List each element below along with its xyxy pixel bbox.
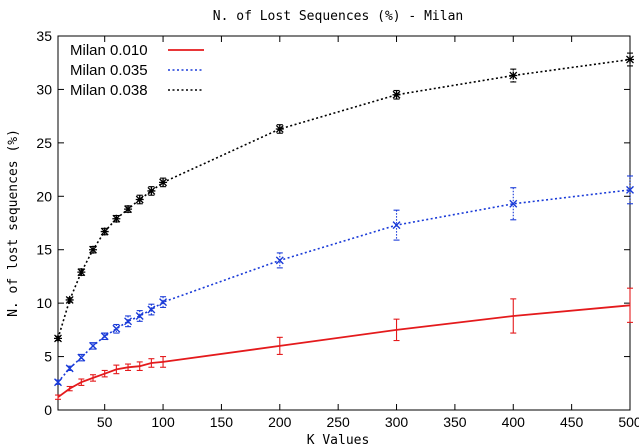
series-line [57, 189, 631, 383]
y-tick-label: 25 [36, 135, 52, 151]
data-point-marker [147, 305, 156, 314]
y-tick-label: 30 [36, 81, 52, 97]
error-bar [393, 209, 400, 241]
data-point-marker [159, 298, 168, 307]
data-point-marker [135, 195, 144, 204]
series-line [57, 58, 631, 339]
x-tick-label: 100 [151, 414, 175, 430]
data-point-marker [54, 378, 62, 387]
x-tick-label: 200 [268, 414, 292, 430]
error-bar [90, 374, 97, 382]
data-point-marker [112, 214, 121, 223]
x-tick-label: 450 [560, 414, 584, 430]
error-bar [55, 394, 61, 400]
data-point-marker [100, 332, 109, 341]
data-point-marker [89, 341, 98, 350]
y-tick-label: 20 [36, 188, 52, 204]
error-bar [627, 175, 633, 205]
error-bar [160, 296, 167, 308]
error-bar [160, 356, 167, 368]
data-point-marker [124, 205, 133, 214]
data-point-marker [77, 353, 86, 362]
data-point-marker [54, 334, 62, 343]
data-point-marker [392, 221, 401, 230]
x-tick-label: 400 [502, 414, 526, 430]
data-point-marker [135, 311, 144, 320]
legend-label: Milan 0.010 [70, 42, 148, 59]
data-point-marker [626, 55, 634, 64]
y-tick-label: 15 [36, 242, 52, 258]
data-point-marker [65, 295, 74, 304]
y-tick-label: 10 [36, 295, 52, 311]
data-point-marker [65, 364, 74, 373]
data-point-marker [275, 256, 284, 265]
x-tick-label: 300 [385, 414, 409, 430]
error-bar [101, 369, 108, 378]
legend-label: Milan 0.035 [70, 62, 148, 79]
data-point-marker [77, 268, 86, 277]
error-bar [148, 358, 155, 368]
y-tick-label: 35 [36, 28, 52, 44]
chart-title: N. of Lost Sequences (%) - Milan [213, 9, 463, 24]
data-point-marker [159, 178, 168, 187]
data-point-marker [89, 245, 98, 254]
error-bar [66, 385, 73, 392]
y-axis-label: N. of lost sequences (%) [6, 129, 21, 317]
error-bar [113, 364, 120, 375]
data-point-marker [509, 71, 518, 80]
data-point-marker [112, 324, 121, 333]
error-bar [393, 318, 400, 342]
x-tick-label: 250 [326, 414, 350, 430]
data-point-marker [392, 90, 401, 99]
x-tick-label: 50 [97, 414, 113, 430]
x-tick-label: 150 [210, 414, 234, 430]
x-tick-label: 350 [443, 414, 467, 430]
series-3 [54, 52, 634, 343]
series-line [57, 304, 631, 398]
series-layer [54, 52, 634, 400]
error-bar [78, 378, 85, 386]
legend: Milan 0.010 Milan 0.035 Milan 0.038 [70, 42, 204, 99]
error-bar [276, 336, 283, 355]
axes: 0 5 10 15 20 25 30 35 50 100 150 200 250 300 350 400 450… [36, 28, 639, 430]
data-point-marker [275, 124, 284, 133]
error-bar [627, 287, 633, 323]
series-1 [55, 287, 633, 400]
error-bar [125, 363, 132, 372]
error-bar [148, 303, 155, 316]
data-point-marker [509, 199, 518, 208]
data-point-marker [626, 185, 634, 194]
series-2 [54, 175, 634, 387]
plot-frame [57, 35, 631, 411]
error-bar [136, 361, 143, 372]
y-tick-label: 0 [44, 402, 52, 418]
x-axis-label: K Values [307, 433, 370, 448]
error-bar [136, 310, 143, 322]
error-bar [510, 298, 517, 334]
legend-label: Milan 0.038 [70, 82, 148, 99]
y-tick-label: 5 [44, 349, 52, 365]
data-point-marker [124, 317, 133, 326]
x-tick-label: 500 [618, 414, 639, 430]
error-bar [125, 315, 132, 328]
data-point-marker [147, 186, 156, 195]
data-point-marker [100, 227, 109, 236]
